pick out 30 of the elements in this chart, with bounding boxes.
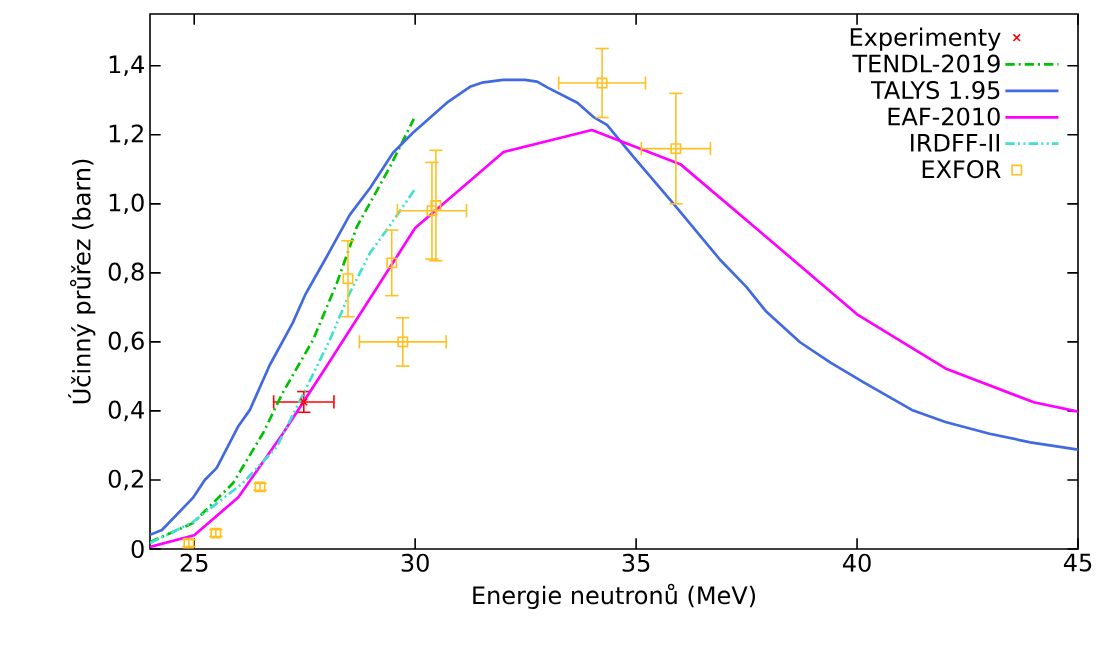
legend-label: TALYS 1.95 — [870, 80, 1000, 100]
y-tick-label: 1,0 — [109, 193, 144, 215]
point — [426, 205, 438, 217]
x-tick-label: 25 — [180, 553, 208, 572]
y-tick-label: 0,6 — [108, 331, 144, 353]
line-series — [150, 187, 417, 545]
y-tick-label: 1,2 — [109, 124, 143, 146]
point — [596, 77, 608, 89]
y-tick-label: 0,4 — [108, 400, 144, 422]
legend-label: IRDFF-II — [911, 133, 1000, 152]
legend-label: Experimenty — [850, 27, 1001, 51]
point — [670, 143, 682, 155]
y-tick-label: 0,8 — [108, 262, 144, 284]
point — [397, 336, 409, 348]
y-axis-title: Účinný průřez (barn) — [68, 159, 96, 404]
x-tick-label: 35 — [622, 553, 650, 572]
point — [386, 257, 398, 269]
line-series — [150, 117, 416, 544]
point — [299, 397, 308, 407]
y-tick-label: 0,2 — [108, 469, 143, 491]
y-tick-label: 0 — [131, 539, 144, 559]
legend-label: EXFOR — [922, 160, 1001, 179]
y-tick-label: 1,4 — [109, 55, 144, 76]
x-tick-label: 30 — [401, 553, 429, 572]
x-axis-title: Energie neutronů (MeV) — [473, 583, 756, 610]
legend-label: TENDL-2019 — [852, 54, 1000, 73]
x-tick-label: 45 — [1063, 553, 1092, 572]
x-tick-label: 40 — [842, 553, 871, 572]
point — [342, 273, 354, 285]
legend-label: EAF-2010 — [888, 107, 1000, 126]
